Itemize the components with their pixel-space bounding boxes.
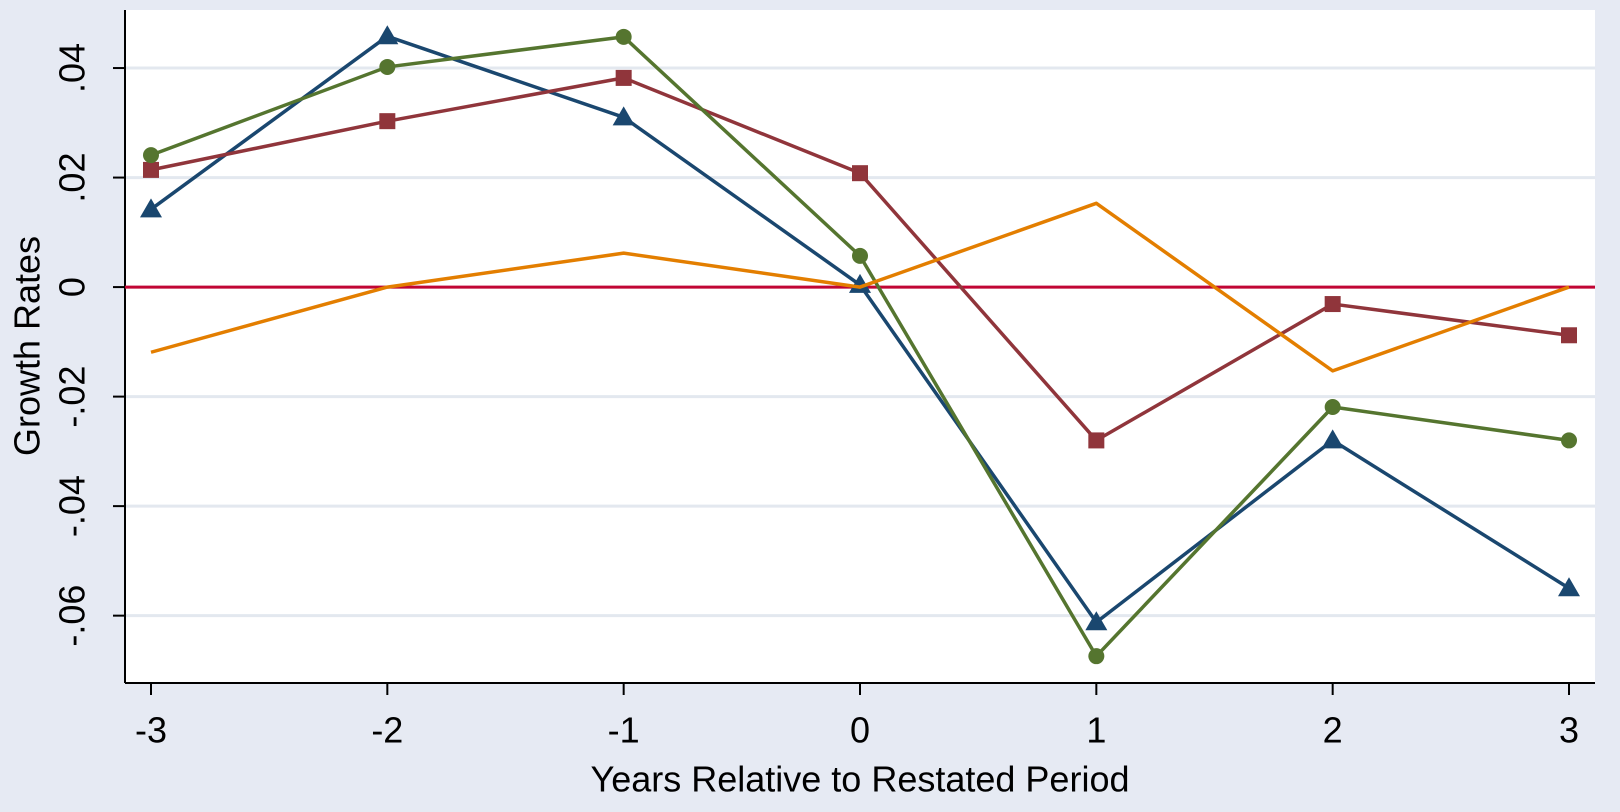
marker — [615, 28, 632, 45]
marker — [1088, 648, 1105, 665]
marker — [852, 247, 868, 264]
marker — [376, 25, 399, 45]
series-line — [150, 201, 1570, 373]
x-tick-label: 2 — [1323, 710, 1343, 751]
marker — [142, 147, 159, 164]
marker — [139, 198, 162, 218]
y-tick-label: -.04 — [52, 475, 93, 537]
marker — [142, 161, 159, 178]
x-tick-label: 1 — [1086, 710, 1106, 751]
marker — [1085, 611, 1108, 631]
y-tick-label: .02 — [52, 153, 93, 203]
x-tick-label: 0 — [850, 710, 870, 751]
marker — [1561, 432, 1578, 449]
y-tick-label: 0 — [52, 277, 93, 297]
marker — [612, 106, 635, 126]
marker — [615, 69, 632, 86]
y-tick-label: -.02 — [52, 366, 93, 428]
x-tick-label: -3 — [135, 710, 167, 751]
marker — [1321, 429, 1344, 449]
x-axis-title: Years Relative to Restated Period — [591, 759, 1130, 800]
marker — [1561, 327, 1578, 344]
marker — [1324, 296, 1341, 313]
y-tick-label: -.06 — [52, 585, 93, 647]
x-tick-label: 3 — [1559, 710, 1579, 751]
y-tick-label: .04 — [52, 43, 93, 93]
x-tick-label: -2 — [371, 710, 403, 751]
plot-area — [125, 10, 1595, 683]
marker — [852, 165, 868, 182]
marker — [1088, 432, 1105, 449]
y-axis-title: Growth Rates — [7, 236, 48, 456]
marker — [1558, 577, 1581, 597]
marker — [1324, 399, 1341, 416]
marker — [379, 58, 396, 75]
x-tick-label: -1 — [608, 710, 640, 751]
marker — [379, 113, 396, 130]
marker — [849, 273, 871, 293]
